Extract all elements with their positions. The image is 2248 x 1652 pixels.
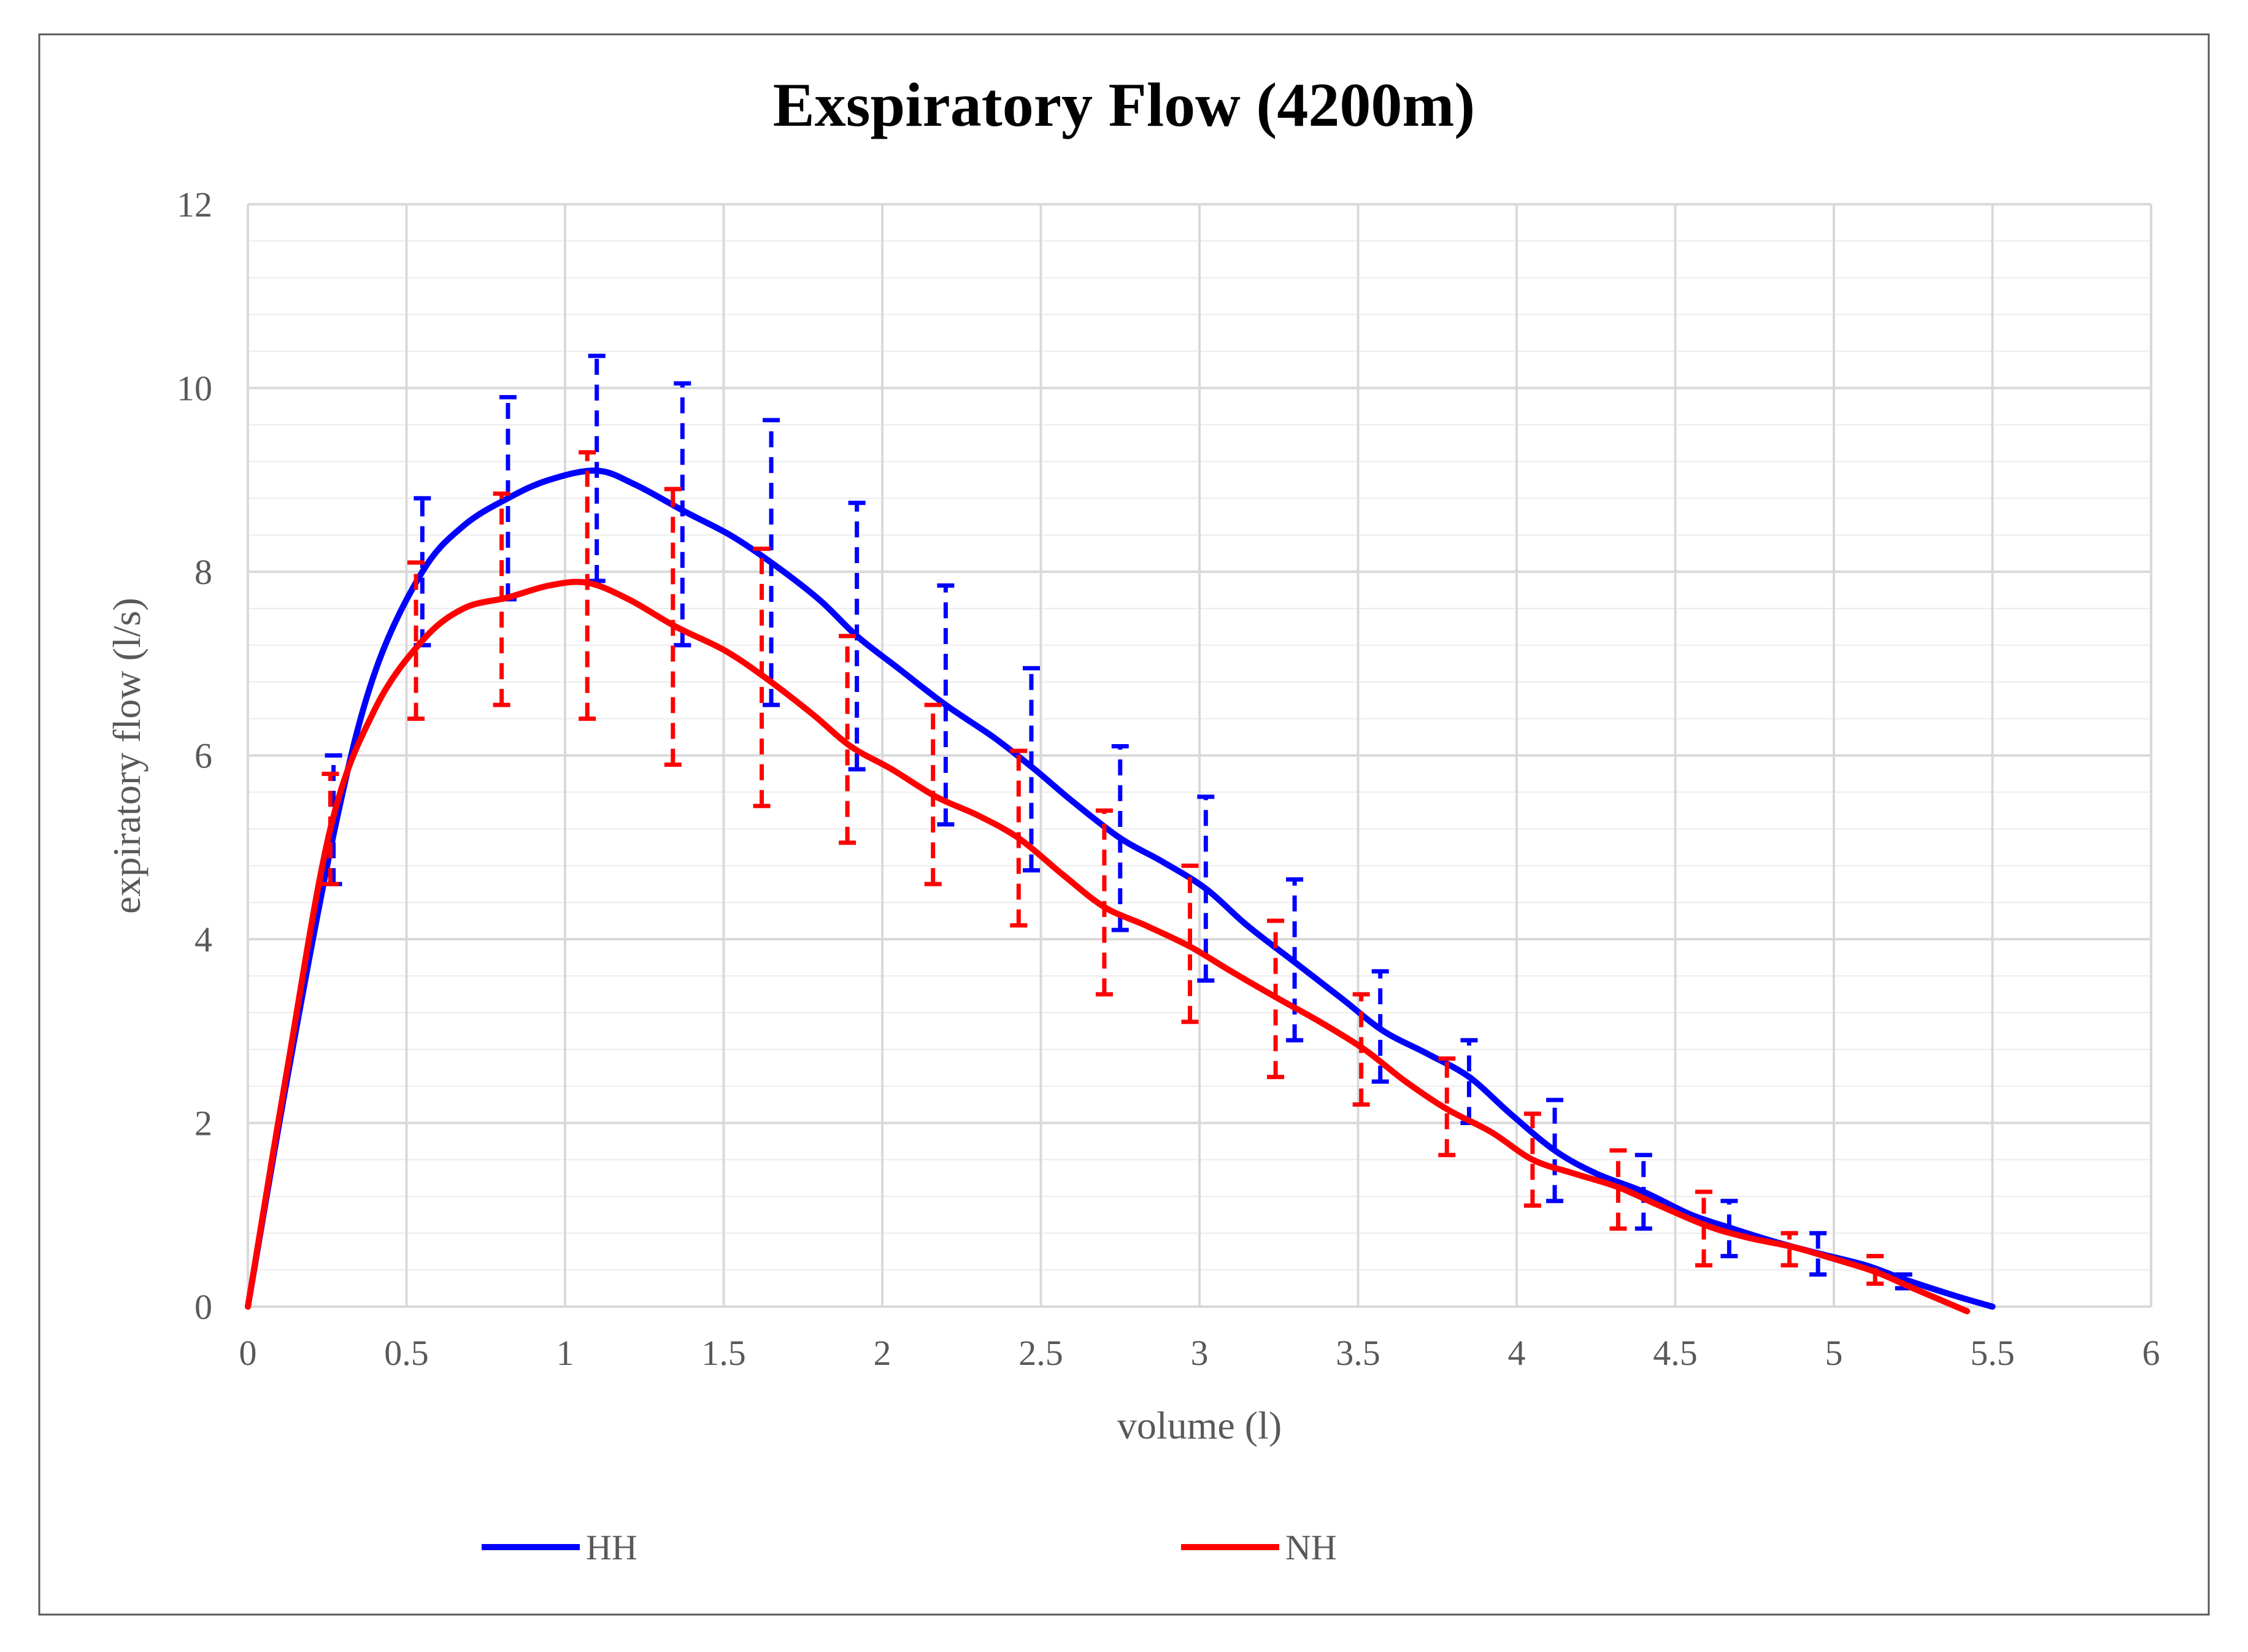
error-bar-nh <box>1095 808 1113 997</box>
series-hh <box>245 353 1996 1310</box>
x-tick-label: 1 <box>556 1333 574 1373</box>
x-tick-label: 6 <box>2142 1333 2160 1373</box>
y-tick-label: 10 <box>177 369 212 409</box>
error-bar-hh <box>1546 1097 1564 1204</box>
x-tick-label: 0 <box>239 1333 257 1373</box>
legend-label-nh: NH <box>1285 1527 1337 1567</box>
error-bar-hh <box>1809 1231 1827 1277</box>
y-axis-label: expiratory flow (l/s) <box>105 597 148 913</box>
legend-label-hh: HH <box>586 1527 637 1567</box>
series-line-hh <box>245 467 1996 1310</box>
x-tick-label: 0.5 <box>384 1333 429 1373</box>
error-bar-hh <box>674 381 691 648</box>
chart-frame <box>38 33 2210 1616</box>
x-tick-label: 3 <box>1191 1333 1209 1373</box>
error-bar-hh <box>1022 666 1040 873</box>
x-tick-label: 2.5 <box>1018 1333 1063 1373</box>
y-axis-ticks: 0 2 4 6 8 10 12 <box>177 185 212 1327</box>
error-bar-nh <box>839 634 856 845</box>
error-bar-nh <box>1780 1231 1798 1268</box>
x-tick-label: 1.5 <box>701 1333 746 1373</box>
error-bar-nh <box>1523 1112 1541 1208</box>
chart-title: Exspiratory Flow (4200m) <box>773 71 1476 140</box>
major-gridlines <box>247 203 2152 1308</box>
x-tick-label: 2 <box>874 1333 891 1373</box>
series-line-nh <box>245 578 1971 1315</box>
y-tick-label: 4 <box>194 920 212 959</box>
y-tick-label: 6 <box>194 736 212 776</box>
y-tick-label: 8 <box>194 552 212 592</box>
error-bar-nh <box>1438 1056 1456 1158</box>
y-tick-label: 2 <box>194 1104 212 1143</box>
x-tick-label: 4.5 <box>1653 1333 1698 1373</box>
x-axis-label: volume (l) <box>1117 1404 1282 1447</box>
x-tick-label: 5 <box>1825 1333 1843 1373</box>
x-tick-label: 3.5 <box>1336 1333 1380 1373</box>
series-layer <box>245 353 1996 1315</box>
error-bar-nh <box>753 547 771 809</box>
series-nh <box>245 450 1971 1315</box>
y-tick-label: 12 <box>177 185 212 225</box>
y-tick-label: 0 <box>194 1287 212 1327</box>
x-axis-ticks: 0 0.5 1 1.5 2 2.5 3 3.5 4 4.5 5 5.5 6 <box>239 1333 2160 1373</box>
x-tick-label: 5.5 <box>1970 1333 2015 1373</box>
error-bar-hh <box>937 583 955 827</box>
error-bar-nh <box>1695 1189 1713 1268</box>
error-bar-nh <box>407 560 425 721</box>
x-tick-label: 4 <box>1508 1333 1526 1373</box>
legend: HH NH <box>482 1527 1337 1567</box>
